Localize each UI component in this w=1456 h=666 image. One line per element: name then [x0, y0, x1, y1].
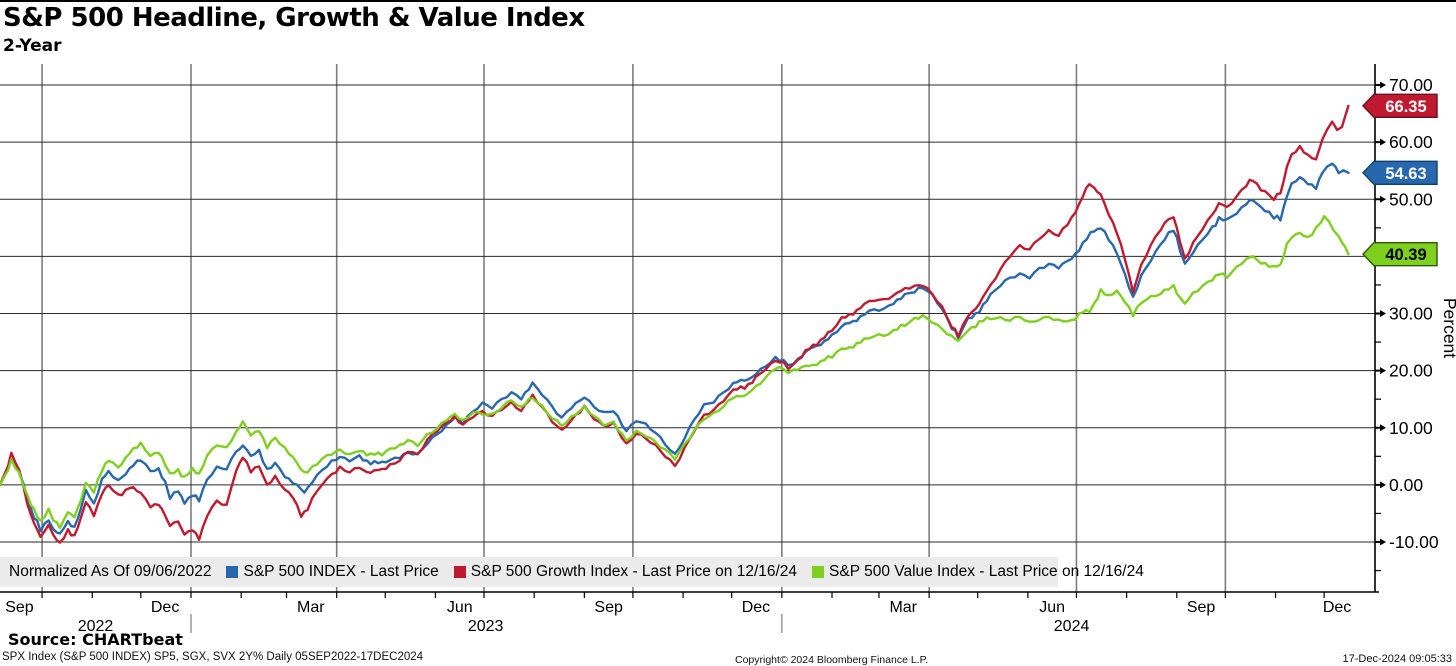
timestamp: 17-Dec-2024 09:05:33	[1342, 653, 1452, 665]
legend-item-0[interactable]: S&P 500 INDEX - Last Price	[226, 563, 439, 581]
legend-item-2[interactable]: S&P 500 Value Index - Last Price on 12/1…	[812, 563, 1144, 581]
vertical-gridlines	[41, 64, 1227, 592]
svg-text:Mar: Mar	[889, 599, 917, 616]
svg-text:0.00: 0.00	[1389, 475, 1423, 495]
svg-text:Sep: Sep	[5, 599, 34, 616]
svg-text:66.35: 66.35	[1385, 98, 1426, 116]
price-tag-40.39: 40.39	[1362, 241, 1438, 267]
price-tag-54.63: 54.63	[1362, 160, 1438, 186]
svg-text:Jun: Jun	[1039, 599, 1065, 616]
svg-text:Sep: Sep	[1187, 599, 1216, 616]
svg-text:54.63: 54.63	[1385, 165, 1426, 183]
svg-text:60.00: 60.00	[1389, 132, 1433, 152]
x-axis-labels: Sep Dec Mar Jun Sep Dec Mar Jun Sep Dec 2022 2023 20…	[5, 599, 1351, 635]
svg-text:50.00: 50.00	[1389, 189, 1433, 209]
copyright-notice: Copyright© 2024 Bloomberg Finance L.P.	[735, 654, 929, 666]
svg-text:Dec: Dec	[1323, 599, 1351, 616]
series-line-1	[0, 104, 1350, 544]
legend-swatch-icon	[812, 566, 825, 578]
legend-swatch-icon	[226, 566, 239, 578]
legend-bar: Normalized As Of 09/06/2022 S&P 500 INDE…	[0, 557, 1144, 587]
page-subtitle: 2-Year	[3, 36, 62, 56]
y-axis-title: Percent	[1440, 298, 1456, 358]
svg-text:2023: 2023	[468, 618, 504, 635]
svg-text:Mar: Mar	[297, 599, 325, 616]
horizontal-gridlines	[0, 84, 1375, 543]
svg-text:2022: 2022	[78, 618, 114, 635]
legend-item-label: S&P 500 Value Index - Last Price on 12/1…	[829, 563, 1144, 580]
series-line-0	[0, 162, 1350, 535]
y-axis-labels: 70.0060.0050.0040.0030.0020.0010.000.00-…	[1375, 75, 1439, 572]
svg-text:40.39: 40.39	[1385, 246, 1426, 264]
svg-text:10.00: 10.00	[1389, 418, 1433, 438]
legend-item-label: S&P 500 Growth Index - Last Price on 12/…	[470, 563, 798, 580]
svg-text:30.00: 30.00	[1389, 304, 1433, 324]
legend-note: Normalized As Of 09/06/2022	[9, 563, 212, 580]
price-tag-66.35: 66.35	[1362, 93, 1438, 119]
page-title: S&P 500 Headline, Growth & Value Index	[3, 3, 585, 33]
security-meta-line: SPX Index (S&P 500 INDEX) SP5, SGX, SVX …	[2, 651, 424, 663]
svg-text:Sep: Sep	[594, 599, 623, 616]
legend-swatch-icon	[453, 566, 466, 578]
axes	[0, 64, 1379, 598]
top-border	[0, 0, 1456, 2]
svg-text:2024: 2024	[1054, 618, 1090, 635]
svg-text:-10.00: -10.00	[1389, 532, 1439, 552]
legend-item-label: S&P 500 INDEX - Last Price	[243, 563, 439, 580]
series-line-2	[0, 215, 1350, 530]
legend-item-1[interactable]: S&P 500 Growth Index - Last Price on 12/…	[453, 563, 798, 581]
svg-text:70.00: 70.00	[1389, 75, 1433, 95]
svg-text:20.00: 20.00	[1389, 361, 1433, 381]
source-label: Source: CHARTbeat	[8, 630, 183, 649]
svg-text:Dec: Dec	[151, 599, 179, 616]
svg-text:Jun: Jun	[447, 599, 473, 616]
svg-text:Dec: Dec	[742, 599, 770, 616]
